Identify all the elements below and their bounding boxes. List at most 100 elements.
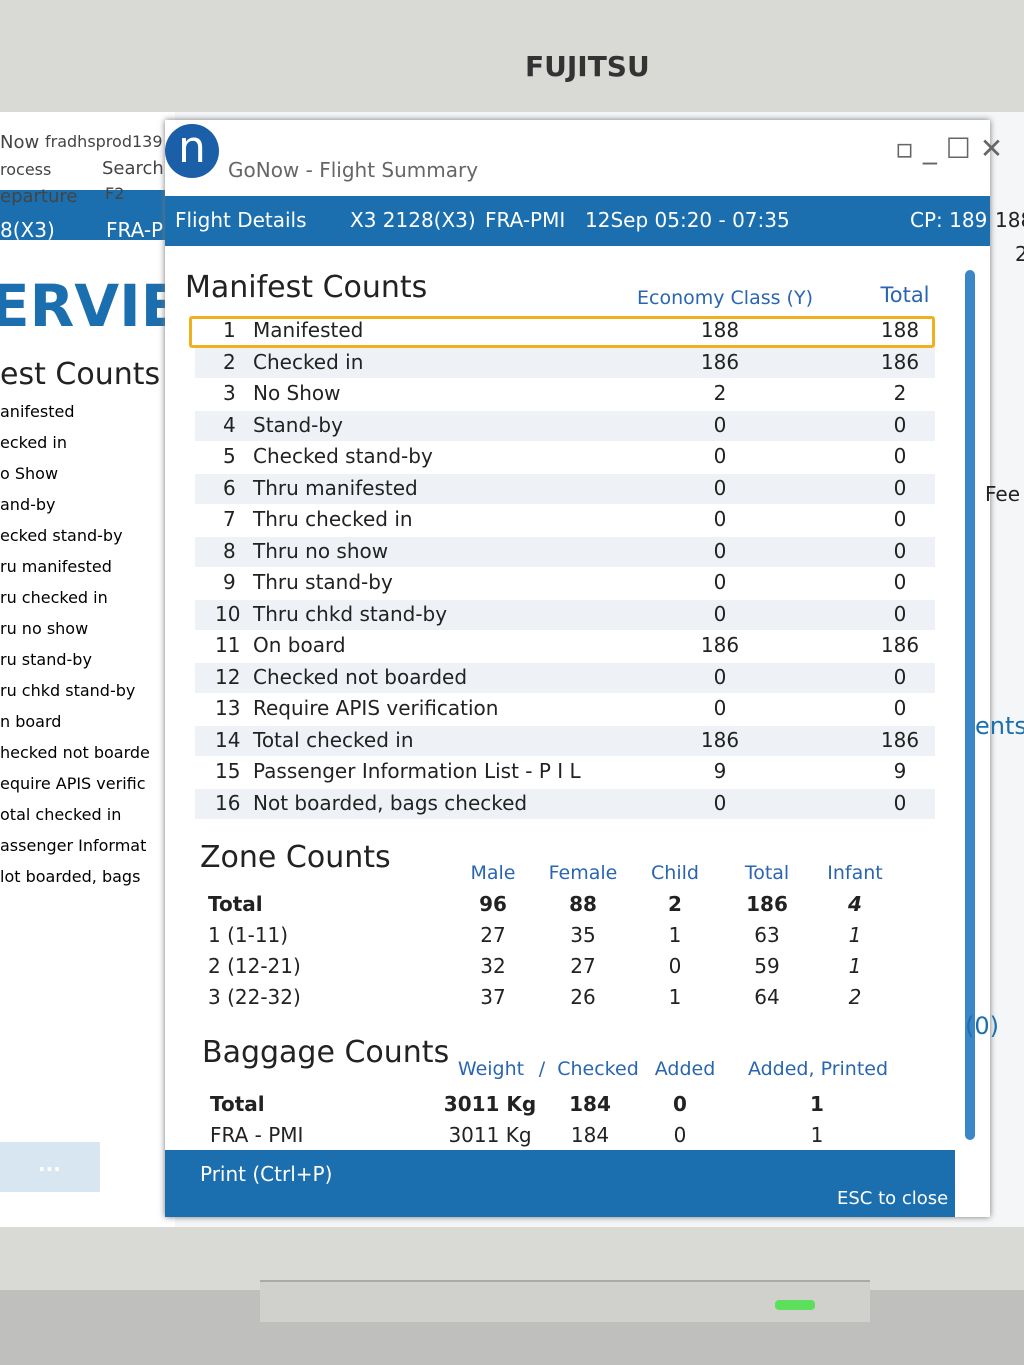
zone-count: 37	[480, 985, 506, 1009]
economy-count: 0	[713, 475, 727, 500]
row-number: 4	[223, 412, 236, 437]
economy-count: 0	[713, 444, 727, 468]
scrollbar[interactable]	[965, 270, 975, 1140]
background-section: est Counts	[0, 357, 161, 392]
economy-count: 0	[713, 664, 727, 689]
header-flight: X3 2128(X3)	[350, 208, 476, 232]
economy-count: 0	[713, 790, 727, 815]
zone-label: 1 (1-11)	[208, 923, 289, 947]
background-row: and-by	[0, 495, 56, 514]
row-stripe	[195, 788, 935, 819]
row-number: 16	[215, 790, 241, 815]
section-title: Baggage Counts	[202, 1035, 450, 1070]
economy-count: 0	[713, 412, 727, 437]
background-text: rocess	[0, 160, 52, 179]
total-count: 9	[893, 759, 907, 783]
background-app: Now fradhsprod139 rocess Search eparture F2 8(…	[0, 112, 180, 1227]
row-number: 7	[223, 507, 236, 531]
window-title: GoNow - Flight Summary	[228, 158, 479, 182]
background-row: o Show	[0, 464, 59, 483]
economy-count: 0	[713, 696, 727, 720]
baggage-value: 184	[570, 1123, 610, 1147]
baggage-value: 3011 Kg	[443, 1092, 537, 1116]
close-hint: ESC to close	[837, 1188, 949, 1209]
row-stripe	[195, 725, 935, 756]
zone-count: 27	[480, 923, 506, 947]
background-row: otal checked in	[0, 805, 122, 824]
baggage-value: 0	[673, 1123, 687, 1147]
total-count: 0	[893, 790, 907, 815]
row-number: 8	[223, 538, 236, 563]
background-row: equire APIS verific	[0, 774, 146, 793]
baggage-value: 1	[810, 1092, 824, 1116]
economy-count: 2	[713, 381, 727, 405]
row-label: Manifested	[253, 318, 364, 342]
row-label: On board	[253, 633, 346, 657]
economy-count: 9	[713, 759, 727, 783]
row-label: Total checked in	[253, 727, 414, 752]
total-count: 2	[893, 381, 907, 405]
flight-summary-dialog: n GoNow - Flight Summary ▫ _ ☐ ✕ Flight …	[165, 120, 1003, 1217]
total-count: 186	[880, 633, 920, 657]
economy-count: 188	[700, 318, 740, 342]
background-text: (0)	[965, 1012, 999, 1040]
row-label: Checked not boarded	[253, 664, 468, 689]
background-row: ecked in	[0, 433, 68, 452]
baggage-value: 3011 Kg	[448, 1123, 532, 1147]
column-header: Infant	[827, 862, 883, 884]
row-label: Passenger Information List - P I L	[253, 759, 581, 783]
row-stripe	[195, 410, 935, 441]
zone-count: 88	[569, 892, 597, 916]
background-row: n board	[0, 712, 62, 731]
row-label: Checked in	[253, 349, 364, 374]
row-label: Require APIS verification	[253, 696, 499, 720]
background-row: ru checked in	[0, 588, 108, 607]
total-count: 0	[893, 570, 907, 594]
zone-count: 2	[668, 892, 682, 916]
zone-count: 32	[480, 954, 506, 978]
app-bar	[0, 190, 175, 240]
row-number: 10	[215, 601, 241, 626]
row-number: 6	[223, 475, 236, 500]
zone-count: 59	[754, 954, 780, 978]
print-button[interactable]: Print (Ctrl+P)	[200, 1162, 333, 1186]
zone-count: 35	[570, 923, 596, 947]
row-stripe	[195, 473, 935, 504]
total-count: 0	[893, 664, 907, 689]
column-header: Economy Class (Y)	[637, 287, 813, 309]
zone-count: 63	[754, 923, 780, 947]
zone-label: 3 (22-32)	[208, 985, 301, 1009]
total-count: 186	[880, 727, 920, 752]
zone-label: 2 (12-21)	[208, 954, 301, 978]
economy-count: 186	[700, 349, 740, 374]
highlight-row	[189, 316, 935, 348]
background-text: F2	[105, 184, 125, 203]
economy-count: 0	[713, 570, 727, 594]
economy-count: 0	[713, 601, 727, 626]
zone-count: 27	[570, 954, 596, 978]
total-count: 186	[880, 349, 920, 374]
column-header: Checked	[557, 1058, 639, 1080]
header-section: Flight Details	[175, 208, 307, 232]
app-logo: n	[165, 124, 219, 178]
row-label: Thru no show	[253, 538, 389, 563]
background-text: 188	[995, 208, 1024, 232]
zone-count: 1	[668, 985, 682, 1009]
window-controls[interactable]: ▫ _ ☐ ✕	[895, 132, 1004, 165]
row-label: Stand-by	[253, 412, 343, 437]
zone-count: 0	[668, 954, 682, 978]
more-button[interactable]: ...	[38, 1152, 61, 1176]
row-number: 2	[223, 349, 236, 374]
zone-count: 1	[668, 923, 682, 947]
more-bar	[0, 1142, 100, 1192]
column-header: Added, Printed	[747, 1058, 889, 1080]
economy-count: 186	[700, 633, 740, 657]
column-header: Added	[654, 1058, 716, 1080]
background-text: Search	[102, 158, 164, 179]
header-bar: Flight Details X3 2128(X3) FRA-PMI 12Sep 05…	[165, 196, 990, 246]
background-row: ecked stand-by	[0, 526, 123, 545]
column-header: Total	[880, 283, 930, 307]
background-row: anifested	[0, 402, 75, 421]
row-number: 3	[223, 381, 236, 405]
baggage-value: 0	[673, 1092, 687, 1116]
